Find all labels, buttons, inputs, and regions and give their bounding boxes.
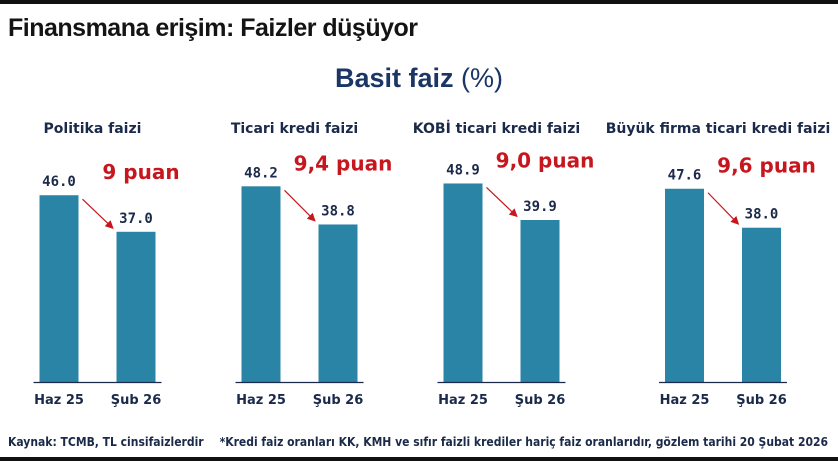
x-tick-label: Şub 26 — [736, 393, 787, 408]
change-label: 9,6 puan — [717, 154, 816, 178]
bar-value-label: 39.9 — [523, 199, 557, 215]
bar-2 — [318, 224, 358, 382]
decrease-arrow — [284, 189, 316, 222]
x-tick-label: Haz 25 — [34, 393, 84, 408]
x-tick-label: Haz 25 — [438, 393, 488, 408]
chart-title-unit: (%) — [461, 63, 504, 93]
bar-value-label: 38.8 — [321, 203, 355, 219]
source-note: Kaynak: TCMB, TL cinsifaizlerdir — [8, 435, 204, 449]
bar-value-label: 37.0 — [119, 211, 153, 227]
chart-panel: KOBİ ticari kredi faizi 48.9 Haz 25 39.9 Şub… — [413, 120, 595, 408]
chart-panel: Büyük firma ticari kredi faizi 47.6 Haz 25… — [606, 121, 831, 408]
x-tick-label: Şub 26 — [313, 393, 364, 408]
change-label: 9,0 puan — [496, 148, 595, 172]
x-tick-label: Haz 25 — [660, 393, 710, 408]
chart-panel: Politika faizi 46.0 Haz 25 37.0 Şub 26 9 puan — [33, 121, 180, 408]
bar-value-label: 47.6 — [668, 168, 702, 184]
decrease-arrow — [707, 192, 740, 225]
bar-value-label: 46.0 — [42, 174, 76, 190]
x-tick-label: Haz 25 — [236, 393, 286, 408]
bar-value-label: 48.2 — [244, 165, 278, 181]
decrease-arrow — [82, 198, 114, 229]
change-label: 9 puan — [102, 160, 179, 184]
bar-value-label: 48.9 — [446, 162, 480, 178]
change-label: 9,4 puan — [294, 151, 393, 175]
panel-title: Ticari kredi faizi — [231, 121, 358, 137]
bar-value-label: 38.0 — [745, 207, 779, 223]
panel-title: Büyük firma ticari kredi faizi — [606, 121, 831, 137]
decrease-arrow — [486, 187, 518, 218]
panel-title: KOBİ ticari kredi faizi — [413, 120, 580, 137]
bar-1 — [241, 186, 281, 382]
x-tick-label: Şub 26 — [515, 393, 566, 408]
chart-title: Basit faiz (%) — [0, 63, 838, 94]
chart-title-main: Basit faiz — [334, 63, 454, 93]
chart-panel: Ticari kredi faizi 48.2 Haz 25 38.8 Şub 26 9,… — [231, 121, 393, 408]
bar-2 — [116, 231, 156, 382]
bar-1 — [39, 195, 79, 382]
headline: Finansmana erişim: Faizler düşüyor — [8, 14, 418, 42]
x-tick-label: Şub 26 — [111, 393, 162, 408]
panel-title: Politika faizi — [44, 121, 142, 137]
bar-2 — [742, 227, 781, 382]
bar-1 — [443, 183, 483, 382]
bar-1 — [665, 188, 704, 382]
footnote: *Kredi faiz oranları KK, KMH ve sıfır fa… — [219, 435, 828, 449]
bar-2 — [520, 220, 560, 382]
top-rule — [0, 0, 838, 4]
bottom-rule — [0, 457, 838, 461]
